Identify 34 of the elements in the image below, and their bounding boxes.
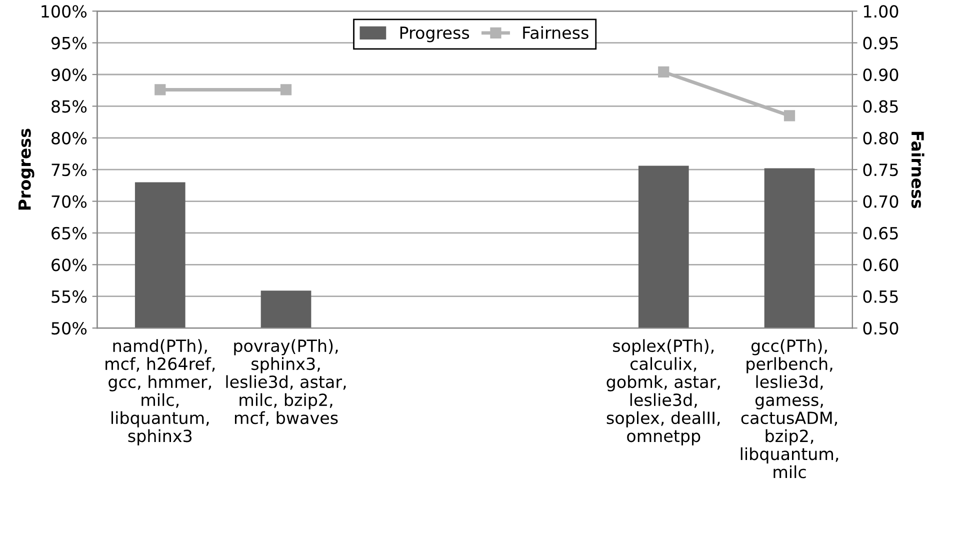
y-tick-label: 80% (52, 132, 87, 144)
legend-label: Fairness (523, 26, 588, 40)
point (154, 84, 166, 96)
point (280, 84, 292, 96)
y2-tick-label: 0.90 (863, 68, 898, 82)
y2-tick-label: 0.60 (863, 258, 898, 272)
y-tick-label: 90% (51, 68, 87, 82)
y2-tick-label: 0.65 (863, 226, 898, 240)
y2-tick-label: 0.95 (863, 36, 898, 50)
y-tick-label: 65% (52, 226, 87, 240)
x-tick-label: povray(PTh), sphinx3, leslie3d, astar, milc, bzip2, mcf, bwaves (226, 339, 346, 426)
y2-tick-label: 0.80 (863, 132, 898, 144)
y2-tick-label: 0.50 (863, 322, 898, 335)
y2-tick-label: 1.00 (864, 5, 898, 18)
y2-tick-label: 0.85 (863, 100, 898, 113)
x-tick-label: namd(PTh), mcf, h264ref, gcc, hmmer, milc, libquantum, sphinx3 (106, 339, 215, 446)
y-tick-label: 85% (52, 100, 87, 113)
x-tick-label: gcc(PTh), perlbench, leslie3d, gamess, cactusADM, bzip2, libquantum, milc (740, 339, 838, 478)
legend-label: Progress (400, 26, 470, 42)
y-tick-label: 55% (52, 290, 87, 303)
y-axis-title: Progress (18, 128, 34, 210)
y-tick-label: 50% (52, 322, 87, 335)
point (784, 110, 796, 122)
y2-tick-label: 0.75 (863, 164, 898, 176)
y2-tick-label: 0.55 (863, 290, 898, 303)
point (658, 66, 670, 78)
y2-axis-title: Fairness (911, 132, 924, 208)
y-tick-label: 100% (42, 5, 87, 18)
y-tick-label: 75% (52, 164, 87, 176)
y2-tick-label: 0.70 (863, 195, 898, 208)
y-tick-label: 95% (51, 36, 87, 50)
x-tick-label: soplex(PTh), calculix, gobmk, astar, leslie3d, soplex, dealII, omnetpp (606, 339, 720, 446)
y-tick-label: 70% (52, 195, 87, 208)
y-tick-label: 60% (52, 258, 87, 272)
